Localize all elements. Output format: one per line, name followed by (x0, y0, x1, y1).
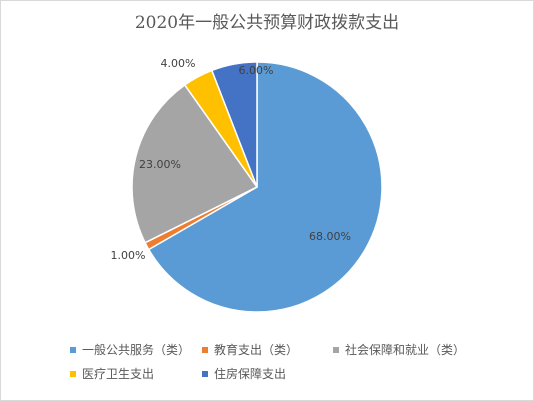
legend-swatch (333, 346, 339, 353)
legend-item-education: 教育支出（类） (202, 341, 298, 358)
data-label: 4.00% (161, 57, 196, 70)
legend-item-healthcare: 医疗卫生支出 (70, 365, 154, 382)
legend-label: 医疗卫生支出 (82, 367, 155, 381)
legend-item-social-security: 社会保障和就业（类） (333, 341, 465, 358)
slice-general-public-services (147, 61, 383, 313)
data-label: 6.00% (239, 64, 274, 77)
chart-title: 2020年一般公共预算财政拨款支出 (134, 13, 400, 33)
legend-swatch (202, 346, 208, 353)
legend-label: 教育支出（类） (214, 343, 299, 357)
slice-housing (210, 61, 258, 188)
legend-swatch (202, 370, 208, 377)
legend-swatch (70, 346, 76, 353)
legend-label: 一般公共服务（类） (82, 343, 191, 357)
legend-item-housing: 住房保障支出 (202, 365, 286, 382)
data-label: 23.00% (139, 158, 181, 171)
slice-social-security (131, 83, 259, 244)
legend-item-general-public-services: 一般公共服务（类） (70, 341, 190, 358)
data-label: 1.00% (111, 249, 146, 262)
legend: 一般公共服务（类） 教育支出（类） 社会保障和就业（类） 医疗卫生支出 住房保障… (0, 335, 534, 395)
legend-label: 住房保障支出 (214, 367, 287, 381)
data-label: 68.00% (309, 230, 351, 243)
legend-label: 社会保障和就业（类） (345, 343, 466, 357)
legend-swatch (70, 370, 76, 377)
